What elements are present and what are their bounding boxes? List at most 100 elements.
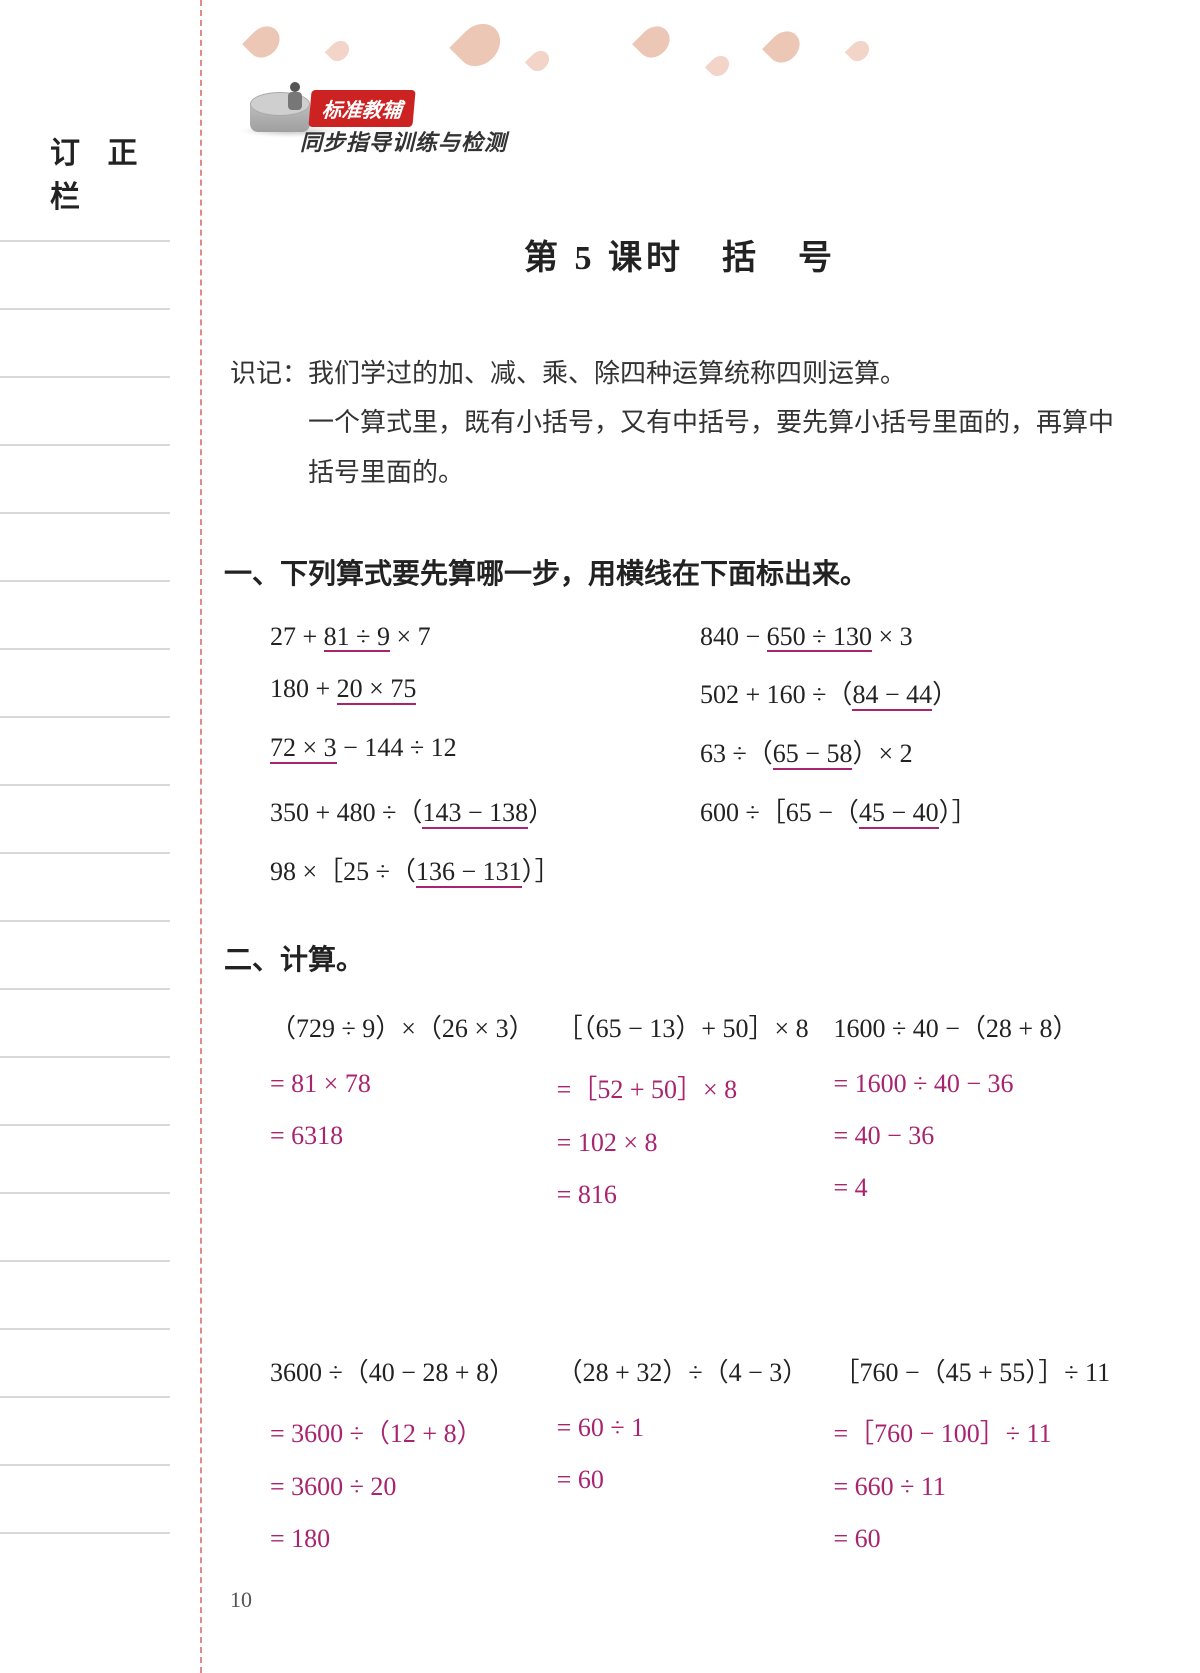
leaf-icon	[632, 20, 676, 64]
margin-rule	[0, 716, 170, 718]
underlined-step: 650 ÷ 130	[767, 623, 872, 652]
leaf-icon	[762, 25, 806, 69]
underlined-step: 45 − 40	[859, 799, 939, 828]
problem-row: 3600 ÷（40 − 28 + 8） = 3600 ÷（12 + 8） = 360…	[270, 1352, 1130, 1576]
leaf-icon	[325, 37, 353, 65]
problem-expression: （28 + 32）÷（4 − 3）	[557, 1352, 834, 1389]
margin-rule	[0, 1328, 170, 1330]
header-decoration: 标准教辅 同步指导训练与检测	[210, 20, 970, 160]
problem-row: （729 ÷ 9）×（26 × 3）= 81 × 78= 6318［（65 − …	[270, 1008, 1130, 1232]
expression-row: 72 × 3 − 144 ÷ 1263 ÷（65 − 58）× 2	[270, 733, 1130, 770]
memo-label: 识记：	[230, 349, 308, 398]
problem-expression: （729 ÷ 9）×（26 × 3）	[270, 1008, 557, 1045]
memo-line: 一个算式里，既有小括号，又有中括号，要先算小括号里面的，再算中	[230, 398, 1130, 447]
solution-step: = 60	[833, 1524, 1130, 1554]
margin-label: 订 正 栏	[50, 128, 190, 216]
underlined-step: 136 − 131	[416, 858, 522, 887]
underlined-step: 143 − 138	[422, 799, 528, 828]
problem-expression: 1600 ÷ 40 −（28 + 8）	[833, 1008, 1130, 1045]
vertical-dash-separator	[200, 0, 202, 1673]
problem-expression: ［760 −（45 + 55）］÷ 11	[833, 1352, 1130, 1389]
series-banner: 标准教辅	[308, 90, 415, 127]
solution-step: = 1600 ÷ 40 − 36	[833, 1069, 1130, 1099]
leaf-icon	[449, 15, 508, 74]
margin-rule	[0, 308, 170, 310]
underlined-step: 84 − 44	[852, 681, 932, 710]
margin-rule	[0, 1124, 170, 1126]
block-gap	[270, 1232, 1130, 1352]
margin-rule	[0, 852, 170, 854]
solution-step: = 40 − 36	[833, 1121, 1130, 1151]
section-1-head: 一、下列算式要先算哪一步，用横线在下面标出来。	[224, 552, 1130, 592]
calc-column: （729 ÷ 9）×（26 × 3） = 81 × 78 = 6318	[270, 1008, 557, 1232]
expression: 600 ÷［65 −（45 − 40）］	[700, 792, 1130, 829]
solution-step: = 60	[557, 1465, 834, 1495]
expression: 502 + 160 ÷（84 − 44）	[700, 674, 1130, 711]
lesson-title: 第 5 课时 括 号	[230, 230, 1130, 279]
expression: 72 × 3 − 144 ÷ 12	[270, 733, 700, 770]
expression-row: 98 ×［25 ÷（136 − 131）］	[270, 851, 1130, 888]
solution-step: = 60 ÷ 1	[557, 1413, 834, 1443]
underlined-step: 81 ÷ 9	[324, 623, 390, 652]
calc-column: 3600 ÷（40 − 28 + 8） = 3600 ÷（12 + 8） = 360…	[270, 1352, 557, 1576]
calculation-grid: （729 ÷ 9）×（26 × 3）= 81 × 78= 6318［（65 − …	[270, 1008, 1130, 1576]
margin-rule	[0, 784, 170, 786]
margin-rule	[0, 648, 170, 650]
expression-grid: 27 + 81 ÷ 9 × 7840 − 650 ÷ 130 × 3180 + …	[270, 622, 1130, 888]
expression: 98 ×［25 ÷（136 − 131）］	[270, 851, 700, 888]
margin-rule	[0, 920, 170, 922]
correction-margin: 订 正 栏	[0, 0, 190, 1673]
expression: 350 + 480 ÷（143 − 138）	[270, 792, 700, 829]
expression: 180 + 20 × 75	[270, 674, 700, 711]
solution-step: = 81 × 78	[270, 1069, 557, 1099]
section-2-head: 二、计算。	[224, 938, 1130, 978]
leaf-icon	[242, 20, 286, 64]
margin-rule	[0, 240, 170, 242]
expression: 27 + 81 ÷ 9 × 7	[270, 622, 700, 652]
calc-column: ［（65 − 13）+ 50］× 8 =［52 + 50］× 8 = 102 × 8…	[557, 1008, 834, 1232]
expression: 840 − 650 ÷ 130 × 3	[700, 622, 1130, 652]
margin-rule	[0, 444, 170, 446]
solution-step: = 6318	[270, 1121, 557, 1151]
calc-column: （28 + 32）÷（4 − 3） = 60 ÷ 1 = 60	[557, 1352, 834, 1576]
series-subtitle: 同步指导训练与检测	[300, 125, 507, 157]
solution-step: =［760 − 100］÷ 11	[833, 1413, 1130, 1450]
margin-rule	[0, 1260, 170, 1262]
content-area: 第 5 课时 括 号 识记：我们学过的加、减、乘、除四种运算统称四则运算。 一个…	[230, 230, 1130, 1576]
underlined-step: 20 × 75	[337, 675, 417, 704]
leaf-icon	[705, 52, 733, 80]
expression-row: 27 + 81 ÷ 9 × 7840 − 650 ÷ 130 × 3	[270, 622, 1130, 652]
problem-expression: ［（65 − 13）+ 50］× 8	[557, 1008, 834, 1045]
solution-step: = 816	[557, 1180, 834, 1210]
margin-rule	[0, 580, 170, 582]
solution-step: = 180	[270, 1524, 557, 1554]
margin-rule	[0, 376, 170, 378]
margin-rule	[0, 1396, 170, 1398]
memo-block: 识记：我们学过的加、减、乘、除四种运算统称四则运算。 一个算式里，既有小括号，又…	[230, 349, 1130, 497]
page: 订 正 栏 标准教辅 同步指导训练与检测 第 5 课时 括 号 识记：我们学过的…	[0, 0, 1200, 1673]
underlined-step: 65 − 58	[773, 740, 853, 769]
margin-rule	[0, 988, 170, 990]
margin-rule	[0, 512, 170, 514]
solution-step: = 102 × 8	[557, 1128, 834, 1158]
calc-column: ［760 −（45 + 55）］÷ 11 =［760 − 100］÷ 11 = 66…	[833, 1352, 1130, 1576]
calc-column: 1600 ÷ 40 −（28 + 8） = 1600 ÷ 40 − 36 = 40 …	[833, 1008, 1130, 1232]
solution-step: = 3600 ÷（12 + 8）	[270, 1413, 557, 1450]
memo-line: 我们学过的加、减、乘、除四种运算统称四则运算。	[308, 359, 906, 388]
problem-expression: 3600 ÷（40 − 28 + 8）	[270, 1352, 557, 1389]
margin-rule	[0, 1464, 170, 1466]
expression-row: 180 + 20 × 75502 + 160 ÷（84 − 44）	[270, 674, 1130, 711]
solution-step: = 3600 ÷ 20	[270, 1472, 557, 1502]
underlined-step: 72 × 3	[270, 734, 337, 763]
margin-rule	[0, 1056, 170, 1058]
expression-row: 350 + 480 ÷（143 − 138）600 ÷［65 −（45 − 40…	[270, 792, 1130, 829]
expression	[700, 851, 1130, 888]
page-number: 10	[230, 1587, 252, 1613]
margin-rule	[0, 1192, 170, 1194]
leaf-icon	[845, 37, 873, 65]
solution-step: = 660 ÷ 11	[833, 1472, 1130, 1502]
expression: 63 ÷（65 − 58）× 2	[700, 733, 1130, 770]
solution-step: = 4	[833, 1173, 1130, 1203]
leaf-icon	[525, 47, 553, 75]
solution-step: =［52 + 50］× 8	[557, 1069, 834, 1106]
